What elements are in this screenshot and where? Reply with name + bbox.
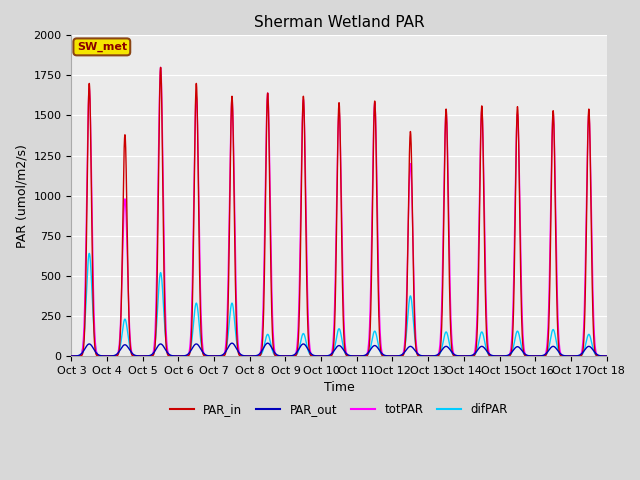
- PAR_out: [459, 353, 467, 359]
- PAR_in: [164, 352, 172, 358]
- totPAR: [68, 353, 76, 359]
- difPAR: [602, 353, 610, 359]
- difPAR: [603, 353, 611, 359]
- Line: PAR_in: PAR_in: [72, 67, 607, 356]
- totPAR: [459, 353, 467, 359]
- totPAR: [602, 353, 610, 359]
- PAR_out: [164, 350, 172, 356]
- Title: Sherman Wetland PAR: Sherman Wetland PAR: [253, 15, 424, 30]
- PAR_in: [319, 353, 327, 359]
- PAR_in: [157, 64, 164, 70]
- Line: PAR_out: PAR_out: [72, 343, 607, 356]
- Text: SW_met: SW_met: [77, 42, 127, 52]
- totPAR: [319, 353, 327, 359]
- PAR_out: [319, 353, 327, 359]
- PAR_out: [496, 353, 504, 359]
- totPAR: [603, 353, 611, 359]
- PAR_in: [429, 353, 437, 359]
- difPAR: [459, 353, 467, 359]
- Legend: PAR_in, PAR_out, totPAR, difPAR: PAR_in, PAR_out, totPAR, difPAR: [165, 398, 513, 420]
- totPAR: [164, 348, 172, 354]
- PAR_in: [603, 353, 611, 359]
- difPAR: [429, 353, 437, 359]
- Line: difPAR: difPAR: [72, 253, 607, 356]
- Y-axis label: PAR (umol/m2/s): PAR (umol/m2/s): [15, 144, 28, 248]
- PAR_out: [603, 353, 611, 359]
- PAR_in: [459, 353, 467, 359]
- difPAR: [319, 353, 327, 359]
- difPAR: [246, 353, 253, 359]
- PAR_in: [103, 353, 111, 359]
- PAR_in: [602, 353, 610, 359]
- difPAR: [490, 353, 497, 359]
- totPAR: [103, 353, 111, 359]
- X-axis label: Time: Time: [324, 381, 355, 394]
- PAR_in: [68, 353, 76, 359]
- difPAR: [164, 349, 172, 355]
- totPAR: [157, 64, 164, 70]
- difPAR: [85, 251, 93, 256]
- PAR_out: [228, 340, 236, 346]
- PAR_out: [602, 353, 610, 359]
- PAR_in: [490, 353, 497, 359]
- PAR_out: [68, 353, 76, 359]
- totPAR: [429, 353, 437, 359]
- PAR_out: [490, 353, 497, 359]
- difPAR: [68, 353, 76, 359]
- PAR_out: [429, 353, 437, 359]
- Line: totPAR: totPAR: [72, 67, 607, 356]
- totPAR: [490, 353, 497, 359]
